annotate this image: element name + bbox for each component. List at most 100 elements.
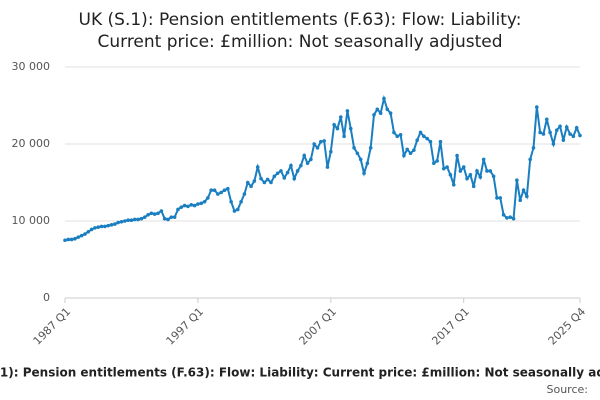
point <box>435 159 439 163</box>
point <box>242 192 247 196</box>
point <box>275 171 280 176</box>
point <box>412 148 416 152</box>
point <box>425 136 429 141</box>
point <box>119 219 124 224</box>
y-tick-label: 20 000 <box>12 137 51 150</box>
point <box>465 176 469 181</box>
chart-title: Current price: £million: Not seasonally … <box>97 32 502 52</box>
point <box>99 224 104 229</box>
point <box>528 157 532 162</box>
point <box>206 196 210 200</box>
point <box>305 161 310 166</box>
point <box>372 112 376 117</box>
point <box>558 124 562 129</box>
point <box>531 146 536 150</box>
point <box>382 96 386 101</box>
point <box>508 215 513 219</box>
point <box>521 188 526 192</box>
point <box>319 139 323 144</box>
point <box>481 157 486 162</box>
point <box>139 216 144 221</box>
point <box>501 213 506 217</box>
footer: UK (S.1): Pension entitlements (F.63): F… <box>0 366 600 380</box>
point <box>408 151 413 156</box>
point <box>568 132 572 136</box>
point <box>255 165 260 169</box>
point <box>368 146 373 150</box>
point <box>73 236 77 241</box>
x-tick-label: 1997 Q1 <box>164 305 207 348</box>
point <box>375 107 380 112</box>
point <box>93 226 97 230</box>
point <box>212 188 217 192</box>
point <box>515 178 519 182</box>
point <box>348 126 353 131</box>
point <box>335 126 340 131</box>
y-tick-label: 0 <box>43 291 50 304</box>
chart-title: UK (S.1): Pension entitlements (F.63): F… <box>79 10 522 30</box>
point <box>564 125 569 129</box>
point <box>202 199 207 204</box>
point <box>495 196 499 200</box>
point <box>445 165 449 169</box>
point <box>179 205 184 209</box>
point <box>216 192 220 196</box>
point <box>554 128 559 132</box>
point <box>405 147 410 152</box>
point <box>365 161 370 166</box>
point <box>269 180 273 185</box>
point <box>358 157 363 162</box>
point <box>226 186 230 191</box>
point <box>342 134 346 139</box>
point <box>438 139 443 144</box>
point <box>535 105 539 109</box>
point <box>176 207 180 212</box>
point <box>142 215 147 219</box>
point <box>475 169 479 173</box>
point <box>385 107 390 112</box>
point <box>132 217 137 222</box>
point <box>418 130 423 135</box>
point <box>352 146 356 150</box>
point <box>222 188 227 192</box>
point <box>282 176 287 180</box>
point <box>245 180 250 185</box>
point <box>96 225 101 229</box>
point <box>219 190 223 195</box>
point <box>518 198 522 203</box>
point <box>292 176 297 181</box>
point <box>169 215 174 219</box>
point <box>272 174 277 179</box>
point <box>259 176 263 181</box>
point <box>461 165 466 169</box>
point <box>289 163 293 168</box>
point <box>325 165 330 169</box>
point <box>505 216 509 220</box>
y-tick-label: 30 000 <box>12 60 51 73</box>
point <box>199 201 204 206</box>
point <box>69 237 74 242</box>
point <box>345 109 350 113</box>
point <box>392 130 396 135</box>
point <box>186 204 190 209</box>
point <box>249 184 253 189</box>
point <box>209 188 213 192</box>
point <box>166 217 170 222</box>
point <box>422 134 426 139</box>
point <box>332 122 336 127</box>
point <box>182 203 187 208</box>
point <box>123 219 127 223</box>
point <box>265 177 270 182</box>
point <box>395 134 400 139</box>
point <box>262 180 267 185</box>
point <box>79 233 84 238</box>
point <box>362 171 366 176</box>
point <box>541 132 546 136</box>
point <box>571 134 576 139</box>
x-tick-label: 2017 Q1 <box>429 305 472 348</box>
x-tick-label: 2025 Q4 <box>546 305 589 348</box>
point <box>83 232 87 236</box>
point <box>172 215 177 219</box>
point <box>285 170 290 175</box>
point <box>415 138 419 142</box>
